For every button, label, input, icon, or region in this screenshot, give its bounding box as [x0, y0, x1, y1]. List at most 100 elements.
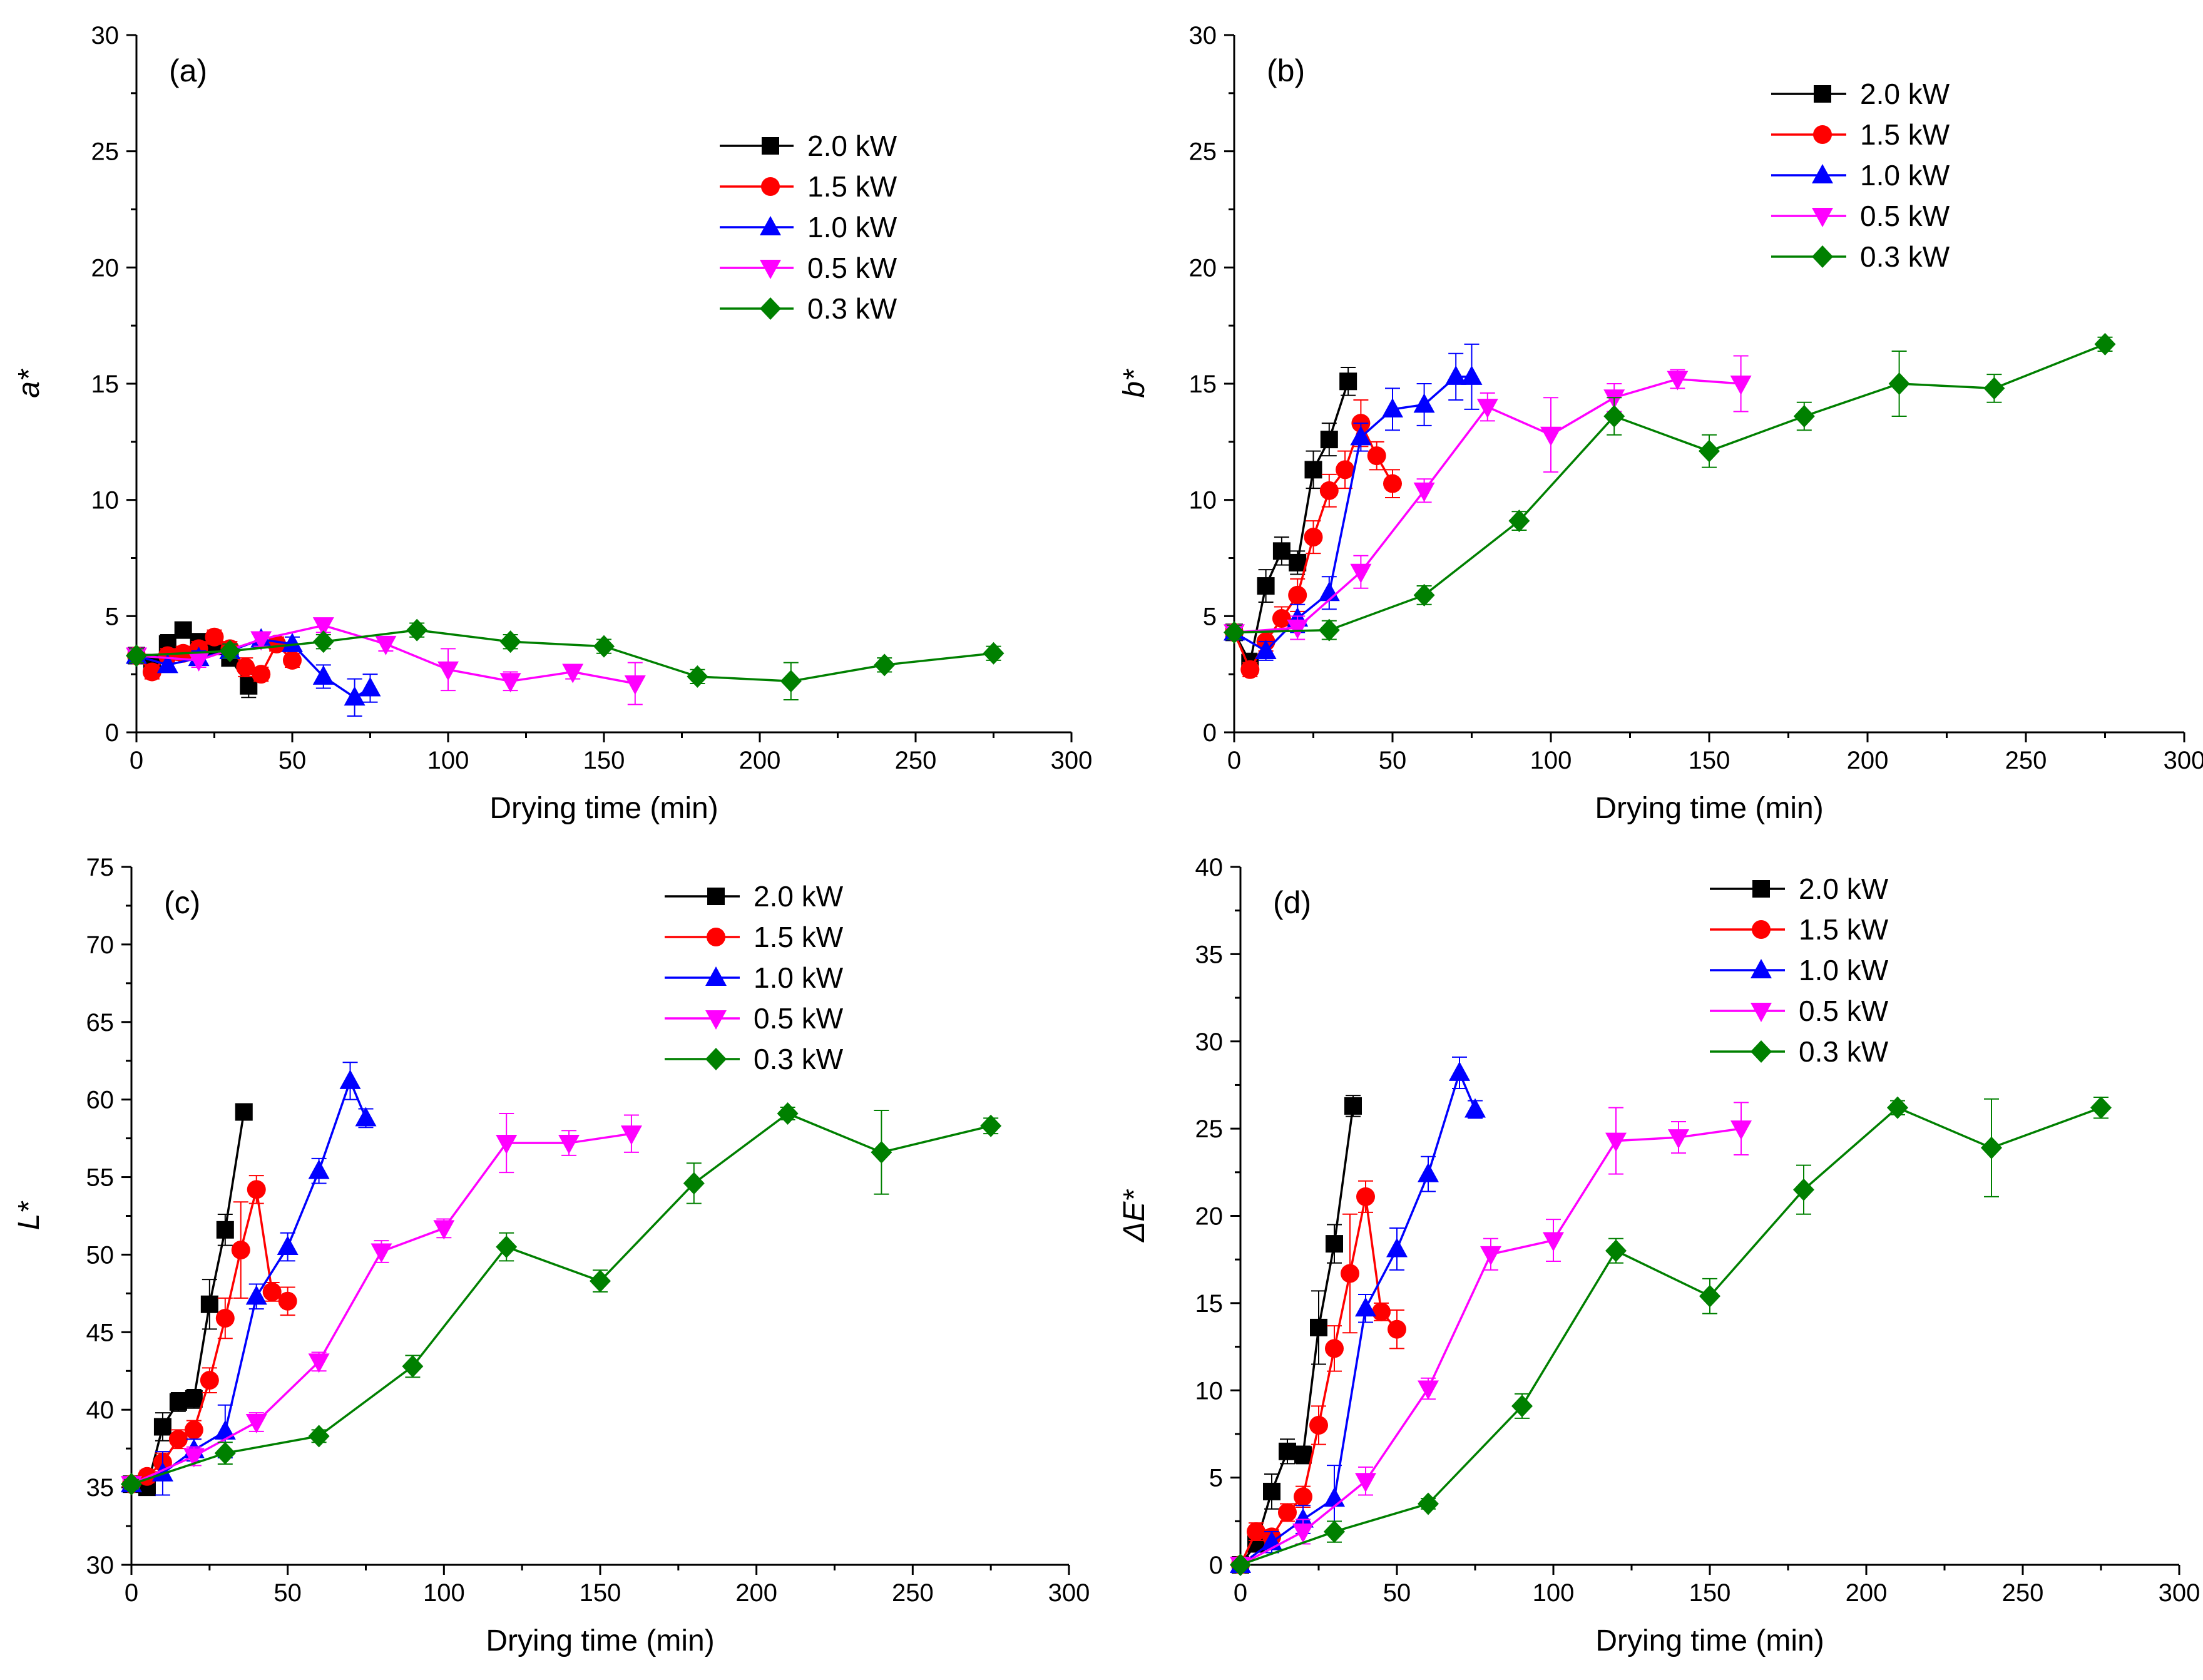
data-point — [375, 635, 397, 655]
data-point — [339, 1069, 361, 1089]
data-point — [1383, 474, 1402, 493]
data-point — [496, 1236, 518, 1259]
data-point — [1294, 1487, 1312, 1507]
data-point — [1304, 528, 1323, 547]
data-point — [1445, 365, 1467, 385]
legend: 2.0 kW 1.5 kW 1.0 kW 0.5 kW 0.3 kW — [1710, 873, 1889, 1068]
legend-marker — [1751, 1003, 1772, 1022]
data-point — [1543, 1232, 1564, 1252]
y-tick-label: 10 — [1195, 1377, 1224, 1405]
data-point — [1793, 1178, 1814, 1201]
legend-marker — [1751, 1040, 1772, 1063]
data-point — [1272, 542, 1291, 560]
y-tick-label: 25 — [1195, 1115, 1224, 1143]
y-tick-label: 30 — [1189, 22, 1217, 49]
data-point — [1508, 510, 1530, 533]
legend-label: 2.0 kW — [807, 130, 897, 162]
data-point — [1309, 1416, 1328, 1435]
x-tick-label: 100 — [427, 747, 469, 774]
data-point — [1540, 426, 1562, 446]
legend-label: 0.3 kW — [1799, 1035, 1889, 1068]
x-tick-label: 150 — [580, 1579, 621, 1607]
y-tick-label: 5 — [1203, 603, 1217, 630]
series-line — [1234, 343, 2106, 634]
y-tick-label: 0 — [1209, 1552, 1223, 1579]
x-tick-label: 100 — [423, 1579, 465, 1607]
chart-panel-3: 0 50 100 150 200 250 300 0 5 10 15 20 25 30 35 40 Drying… — [1118, 854, 2200, 1657]
data-point — [1279, 1442, 1296, 1460]
legend-label: 1.0 kW — [807, 211, 897, 243]
data-point — [1324, 1520, 1345, 1544]
x-tick-label: 0 — [1234, 1579, 1247, 1607]
data-point — [406, 618, 428, 642]
data-point — [1278, 1503, 1297, 1522]
y-tick-label: 35 — [1195, 941, 1224, 968]
data-point — [156, 653, 178, 674]
legend-marker — [1752, 880, 1770, 898]
y-tick-label: 20 — [1189, 254, 1217, 282]
data-point — [1605, 1132, 1627, 1152]
data-point — [1476, 399, 1498, 419]
y-tick-label: 70 — [86, 931, 115, 959]
data-point — [1981, 1136, 2002, 1159]
data-point — [245, 1285, 267, 1305]
y-tick-label: 40 — [1195, 854, 1224, 881]
y-tick-label: 25 — [1189, 138, 1217, 166]
data-point — [245, 1414, 267, 1434]
data-point — [1388, 1319, 1406, 1339]
data-point — [1356, 1187, 1375, 1206]
data-point — [219, 640, 241, 663]
data-point — [1355, 1297, 1376, 1317]
data-point — [169, 1393, 187, 1411]
data-point — [1341, 1264, 1359, 1283]
legend-marker — [762, 137, 779, 155]
x-tick-label: 300 — [2159, 1579, 2200, 1607]
data-point — [496, 1135, 518, 1155]
series-03kW — [1230, 1096, 2112, 1576]
x-axis-title: Drying time (min) — [1595, 1624, 1824, 1657]
y-tick-label: 75 — [86, 854, 115, 881]
data-point — [205, 627, 224, 647]
data-point — [355, 1107, 377, 1127]
y-tick-label: 20 — [1195, 1203, 1224, 1231]
data-point — [1339, 372, 1357, 391]
data-point — [247, 1180, 266, 1199]
y-tick-label: 65 — [86, 1009, 115, 1037]
data-point — [590, 1269, 611, 1293]
data-point — [2094, 332, 2116, 356]
legend-label: 1.5 kW — [807, 170, 897, 203]
data-point — [874, 653, 896, 677]
panel-label: (a) — [169, 53, 207, 88]
data-point — [1288, 585, 1307, 605]
legend-marker — [1813, 125, 1832, 144]
legend-marker — [707, 928, 725, 946]
data-point — [1292, 1508, 1314, 1528]
legend-label: 0.5 kW — [1799, 995, 1889, 1027]
data-point — [433, 1220, 455, 1240]
legend-marker — [705, 1010, 727, 1030]
data-point — [1310, 1318, 1327, 1336]
data-point — [1255, 640, 1277, 660]
y-tick-label: 0 — [105, 719, 119, 747]
chart-panel-1: 0 50 100 150 200 250 300 0 5 10 15 20 25 30 Drying tim… — [1118, 22, 2203, 825]
y-tick-label: 35 — [86, 1474, 115, 1502]
x-axis-title: Drying time (min) — [489, 792, 718, 825]
data-point — [1318, 618, 1340, 642]
data-point — [200, 1371, 219, 1390]
x-tick-label: 50 — [1379, 747, 1407, 774]
data-point — [250, 631, 272, 651]
data-point — [1240, 660, 1260, 679]
data-point — [1336, 460, 1355, 479]
legend-marker — [1812, 208, 1833, 227]
data-point — [174, 621, 192, 639]
y-tick-label: 15 — [1195, 1290, 1224, 1318]
data-point — [1480, 1246, 1501, 1266]
legend-marker — [760, 297, 781, 320]
y-tick-label: 10 — [91, 487, 120, 515]
x-tick-label: 0 — [1227, 747, 1241, 774]
data-point — [1372, 1302, 1391, 1321]
series-05kW — [1230, 1102, 1752, 1576]
data-point — [126, 644, 147, 667]
x-tick-label: 200 — [1846, 1579, 1888, 1607]
